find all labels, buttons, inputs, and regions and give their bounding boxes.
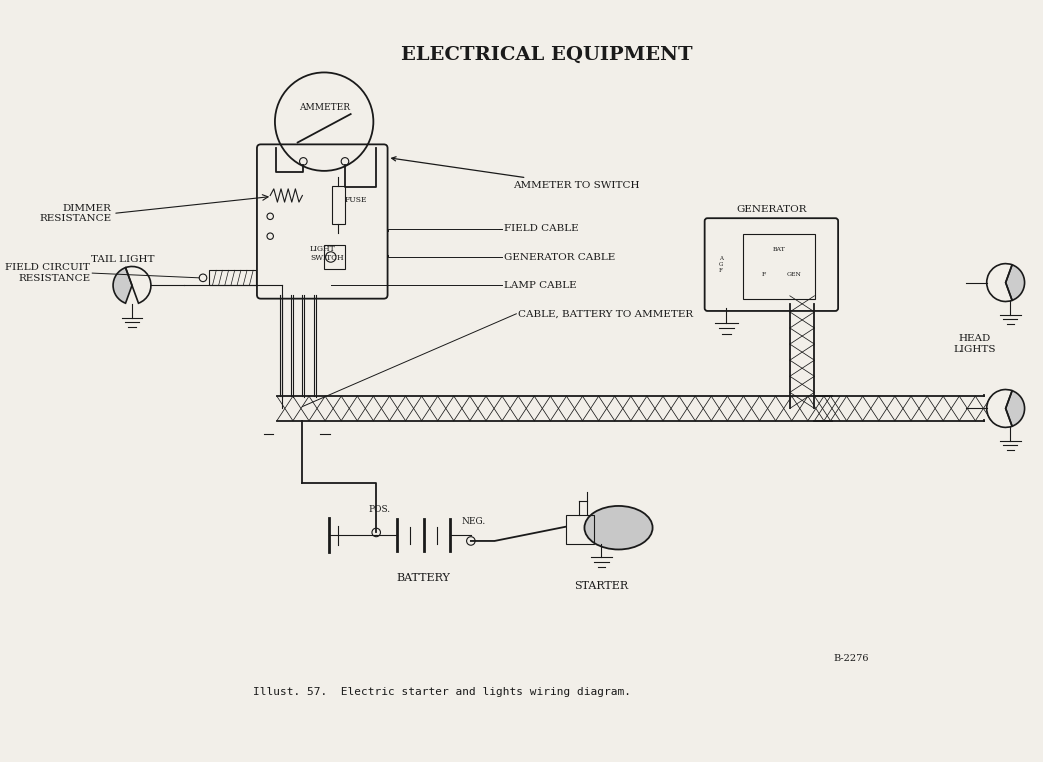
- Text: BAT: BAT: [773, 247, 785, 252]
- Text: DIMMER
RESISTANCE: DIMMER RESISTANCE: [39, 203, 112, 223]
- Text: FUSE: FUSE: [345, 197, 367, 204]
- Bar: [333, 186, 344, 224]
- Bar: [209, 271, 256, 286]
- Text: NEG.: NEG.: [462, 517, 486, 526]
- Text: FIELD CABLE: FIELD CABLE: [504, 224, 579, 233]
- Text: F: F: [761, 271, 766, 277]
- Text: CABLE, BATTERY TO AMMETER: CABLE, BATTERY TO AMMETER: [518, 309, 694, 319]
- Text: A
G
F: A G F: [719, 256, 723, 273]
- Wedge shape: [113, 267, 132, 303]
- Text: GENERATOR CABLE: GENERATOR CABLE: [504, 252, 615, 261]
- Text: BATTERY: BATTERY: [396, 573, 451, 583]
- Text: POS.: POS.: [369, 505, 391, 514]
- Text: AMMETER: AMMETER: [298, 103, 349, 112]
- Text: HEAD
LIGHTS: HEAD LIGHTS: [953, 335, 996, 354]
- Text: GEN: GEN: [786, 271, 801, 277]
- Bar: [744, 234, 816, 299]
- Text: TAIL LIGHT: TAIL LIGHT: [91, 255, 154, 264]
- Text: GENERATOR: GENERATOR: [736, 206, 806, 214]
- Wedge shape: [1005, 391, 1024, 426]
- Bar: [324, 245, 345, 269]
- Text: STARTER: STARTER: [575, 581, 629, 591]
- Text: FIELD CIRCUIT
RESISTANCE: FIELD CIRCUIT RESISTANCE: [5, 264, 91, 283]
- Text: B-2276: B-2276: [833, 654, 869, 663]
- Text: LIGHT
SWITCH: LIGHT SWITCH: [310, 245, 343, 262]
- Text: AMMETER TO SWITCH: AMMETER TO SWITCH: [392, 157, 640, 190]
- Wedge shape: [1005, 264, 1024, 300]
- Text: ELECTRICAL EQUIPMENT: ELECTRICAL EQUIPMENT: [401, 46, 693, 64]
- Text: LAMP CABLE: LAMP CABLE: [504, 281, 577, 290]
- Bar: [565, 515, 593, 544]
- Ellipse shape: [584, 506, 653, 549]
- Text: Illust. 57.  Electric starter and lights wiring diagram.: Illust. 57. Electric starter and lights …: [253, 687, 631, 697]
